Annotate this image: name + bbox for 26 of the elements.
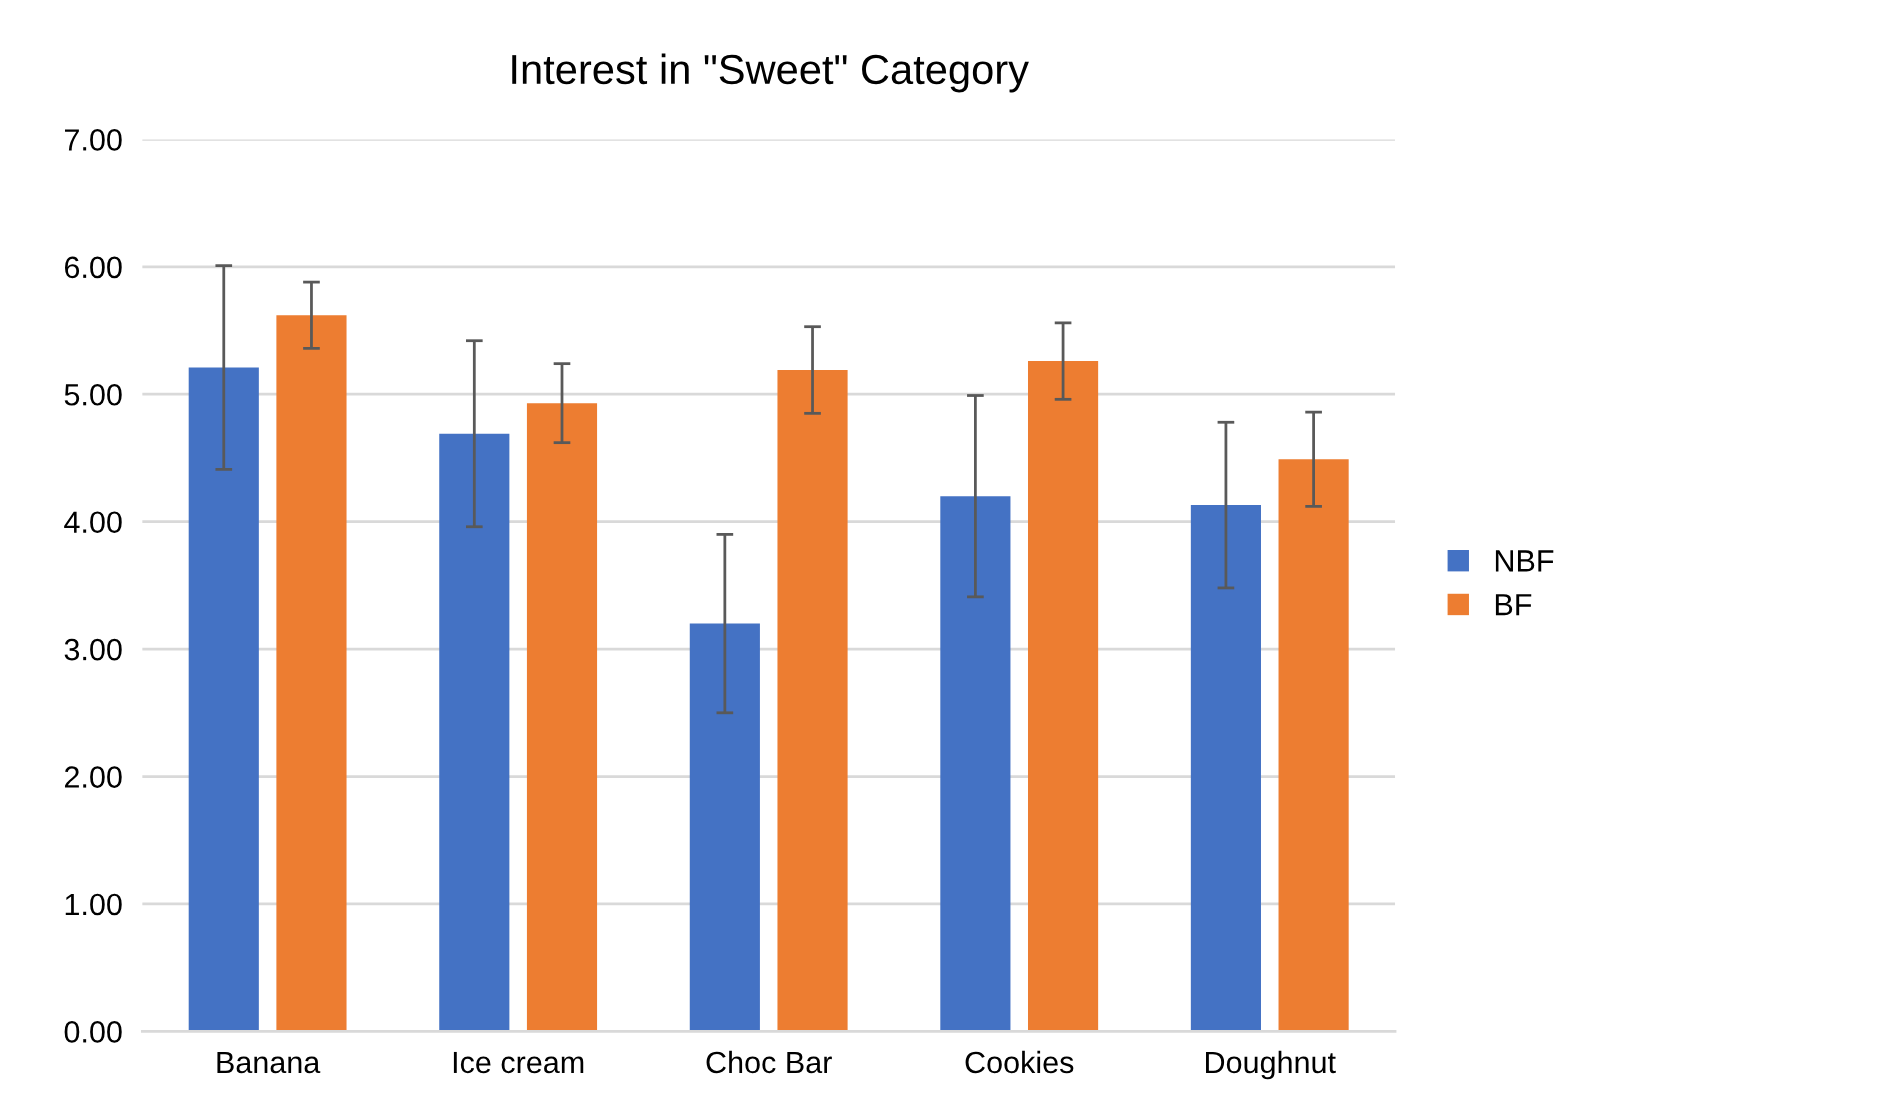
y-tick-label: 0.00 — [64, 1021, 122, 1043]
legend-label: BF — [1495, 594, 1532, 616]
x-tick-label: Ice cream — [453, 1051, 584, 1074]
bar — [1027, 361, 1099, 1032]
x-tick-label: Choc Bar — [706, 1050, 832, 1074]
bar — [188, 367, 259, 1032]
bar — [276, 315, 347, 1032]
y-tick-label: 6.00 — [64, 256, 122, 279]
y-tick-label: 4.00 — [64, 511, 122, 534]
bar — [1278, 459, 1349, 1032]
legend-label: NBF — [1495, 550, 1554, 572]
bar — [439, 433, 510, 1032]
bar — [777, 370, 848, 1032]
y-tick-label: 3.00 — [64, 638, 122, 661]
x-tick-label: Doughnut — [1206, 1050, 1336, 1080]
y-tick-label: 2.00 — [64, 766, 122, 788]
x-tick-label: Banana — [217, 1051, 321, 1074]
bar — [689, 623, 760, 1032]
bar — [526, 403, 598, 1032]
y-tick-label: 7.00 — [65, 129, 122, 151]
bar — [1190, 505, 1261, 1032]
x-tick-label: Cookies — [965, 1050, 1074, 1074]
y-tick-label: 1.00 — [65, 893, 122, 916]
bar — [940, 496, 1011, 1032]
chart-title: Interest in "Sweet" Category — [512, 53, 1029, 93]
y-tick-label: 5.00 — [64, 383, 122, 406]
